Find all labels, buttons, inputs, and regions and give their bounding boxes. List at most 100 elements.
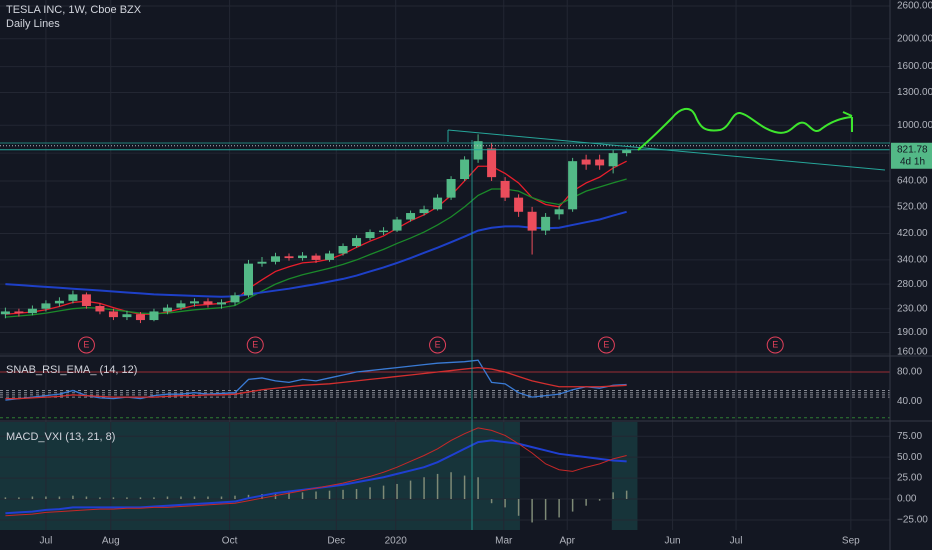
histogram-bar: [450, 472, 452, 500]
x-tick-label: Aug: [102, 536, 120, 547]
histogram-bar: [288, 492, 290, 500]
x-tick-label: Oct: [222, 536, 238, 547]
countdown-label: 4d 1h: [900, 156, 925, 167]
y-tick-label: 640.00: [897, 176, 928, 187]
x-tick-label: Jun: [665, 536, 681, 547]
histogram-bar: [85, 496, 88, 500]
chart-title: TESLA INC, 1W, Cboe BZX: [6, 4, 142, 16]
y-tick-label: 40.00: [897, 396, 922, 407]
histogram-bar: [396, 483, 398, 500]
histogram-bar: [490, 499, 493, 504]
candle-body: [189, 301, 199, 304]
x-tick-label: Jul: [40, 536, 53, 547]
y-tick-label: 2000.00: [897, 33, 932, 44]
histogram-bar: [382, 485, 385, 500]
candle-body: [149, 311, 159, 321]
earnings-label: E: [252, 339, 258, 349]
macd-line: [5, 427, 627, 517]
candle-body: [581, 159, 591, 165]
candle-body: [352, 238, 362, 247]
histogram-bar: [328, 490, 331, 500]
histogram-bar: [139, 497, 142, 500]
x-tick-label: Apr: [559, 536, 575, 547]
histogram-bar: [99, 497, 101, 500]
histogram-bar: [571, 499, 574, 512]
histogram-bar: [18, 497, 20, 500]
histogram-bar: [423, 477, 425, 500]
candle-body: [14, 311, 24, 314]
candle-body: [325, 253, 335, 260]
y-tick-label: 1000.00: [897, 120, 932, 131]
histogram-bar: [112, 497, 115, 500]
histogram-bar: [531, 499, 533, 523]
rsi-line: [5, 366, 627, 400]
candle-body: [338, 246, 348, 254]
histogram-bar: [207, 496, 209, 500]
histogram-bar: [45, 496, 47, 500]
histogram-bar: [315, 491, 317, 500]
histogram-bar: [504, 499, 506, 508]
candle-body: [487, 148, 497, 178]
candle-body: [122, 314, 132, 318]
candle-body: [176, 303, 186, 308]
earnings-marker: [77, 336, 95, 354]
candle-body: [135, 314, 145, 321]
candle-body: [514, 197, 524, 212]
candle-body: [108, 311, 118, 318]
y-tick-label: 1300.00: [897, 87, 932, 98]
y-tick-label: 1600.00: [897, 61, 932, 72]
candle-body: [230, 295, 240, 303]
y-tick-label: 2600.00: [897, 1, 932, 12]
histogram-bar: [436, 473, 439, 500]
x-tick-label: Mar: [495, 536, 513, 547]
histogram-bar: [234, 495, 236, 500]
y-tick-label: 160.00: [897, 347, 928, 358]
y-tick-label: 280.00: [897, 279, 928, 290]
y-tick-label: 75.00: [897, 431, 922, 442]
candle-body: [622, 149, 632, 154]
histogram-bar: [301, 492, 304, 500]
histogram-bar: [612, 492, 614, 500]
candle-body: [365, 232, 375, 239]
y-tick-label: 0.00: [897, 494, 917, 505]
candle-body: [392, 219, 402, 231]
y-tick-label: 80.00: [897, 367, 922, 378]
earnings-marker: [429, 336, 447, 354]
price-box: [891, 142, 932, 169]
candle-body: [257, 261, 267, 264]
earnings-label: E: [603, 339, 609, 349]
candle-body: [473, 141, 483, 160]
y-tick-label: 520.00: [897, 202, 928, 213]
candle-body: [406, 213, 416, 220]
candle-body: [419, 209, 429, 214]
histogram-bar: [355, 488, 358, 500]
histogram-bar: [625, 490, 628, 500]
earnings-marker: [597, 336, 615, 354]
indicator-title: MACD_VXI (13, 21, 8): [6, 431, 115, 443]
hand-drawing: [637, 107, 853, 151]
x-tick-label: 2020: [385, 536, 408, 547]
histogram-bar: [166, 496, 169, 500]
chart-subtitle: Daily Lines: [6, 18, 60, 30]
candle-body: [95, 306, 105, 312]
earnings-marker: [246, 336, 264, 354]
candle-body: [271, 256, 281, 262]
shaded-region: [611, 422, 638, 530]
histogram-bar: [544, 499, 547, 520]
histogram-bar: [342, 489, 344, 500]
x-tick-label: Jul: [730, 536, 743, 547]
histogram-bar: [598, 499, 601, 501]
candle-body: [284, 256, 294, 259]
candle-body: [568, 161, 578, 210]
histogram-bar: [477, 477, 479, 500]
y-tick-label: 190.00: [897, 327, 928, 338]
candle-body: [541, 216, 551, 231]
histogram-bar: [558, 499, 560, 518]
histogram-bar: [193, 496, 196, 500]
trend-line: [447, 129, 886, 171]
histogram-bar: [369, 487, 371, 500]
shaded-region: [0, 422, 520, 530]
earnings-label: E: [772, 339, 778, 349]
candle-body: [311, 255, 321, 260]
